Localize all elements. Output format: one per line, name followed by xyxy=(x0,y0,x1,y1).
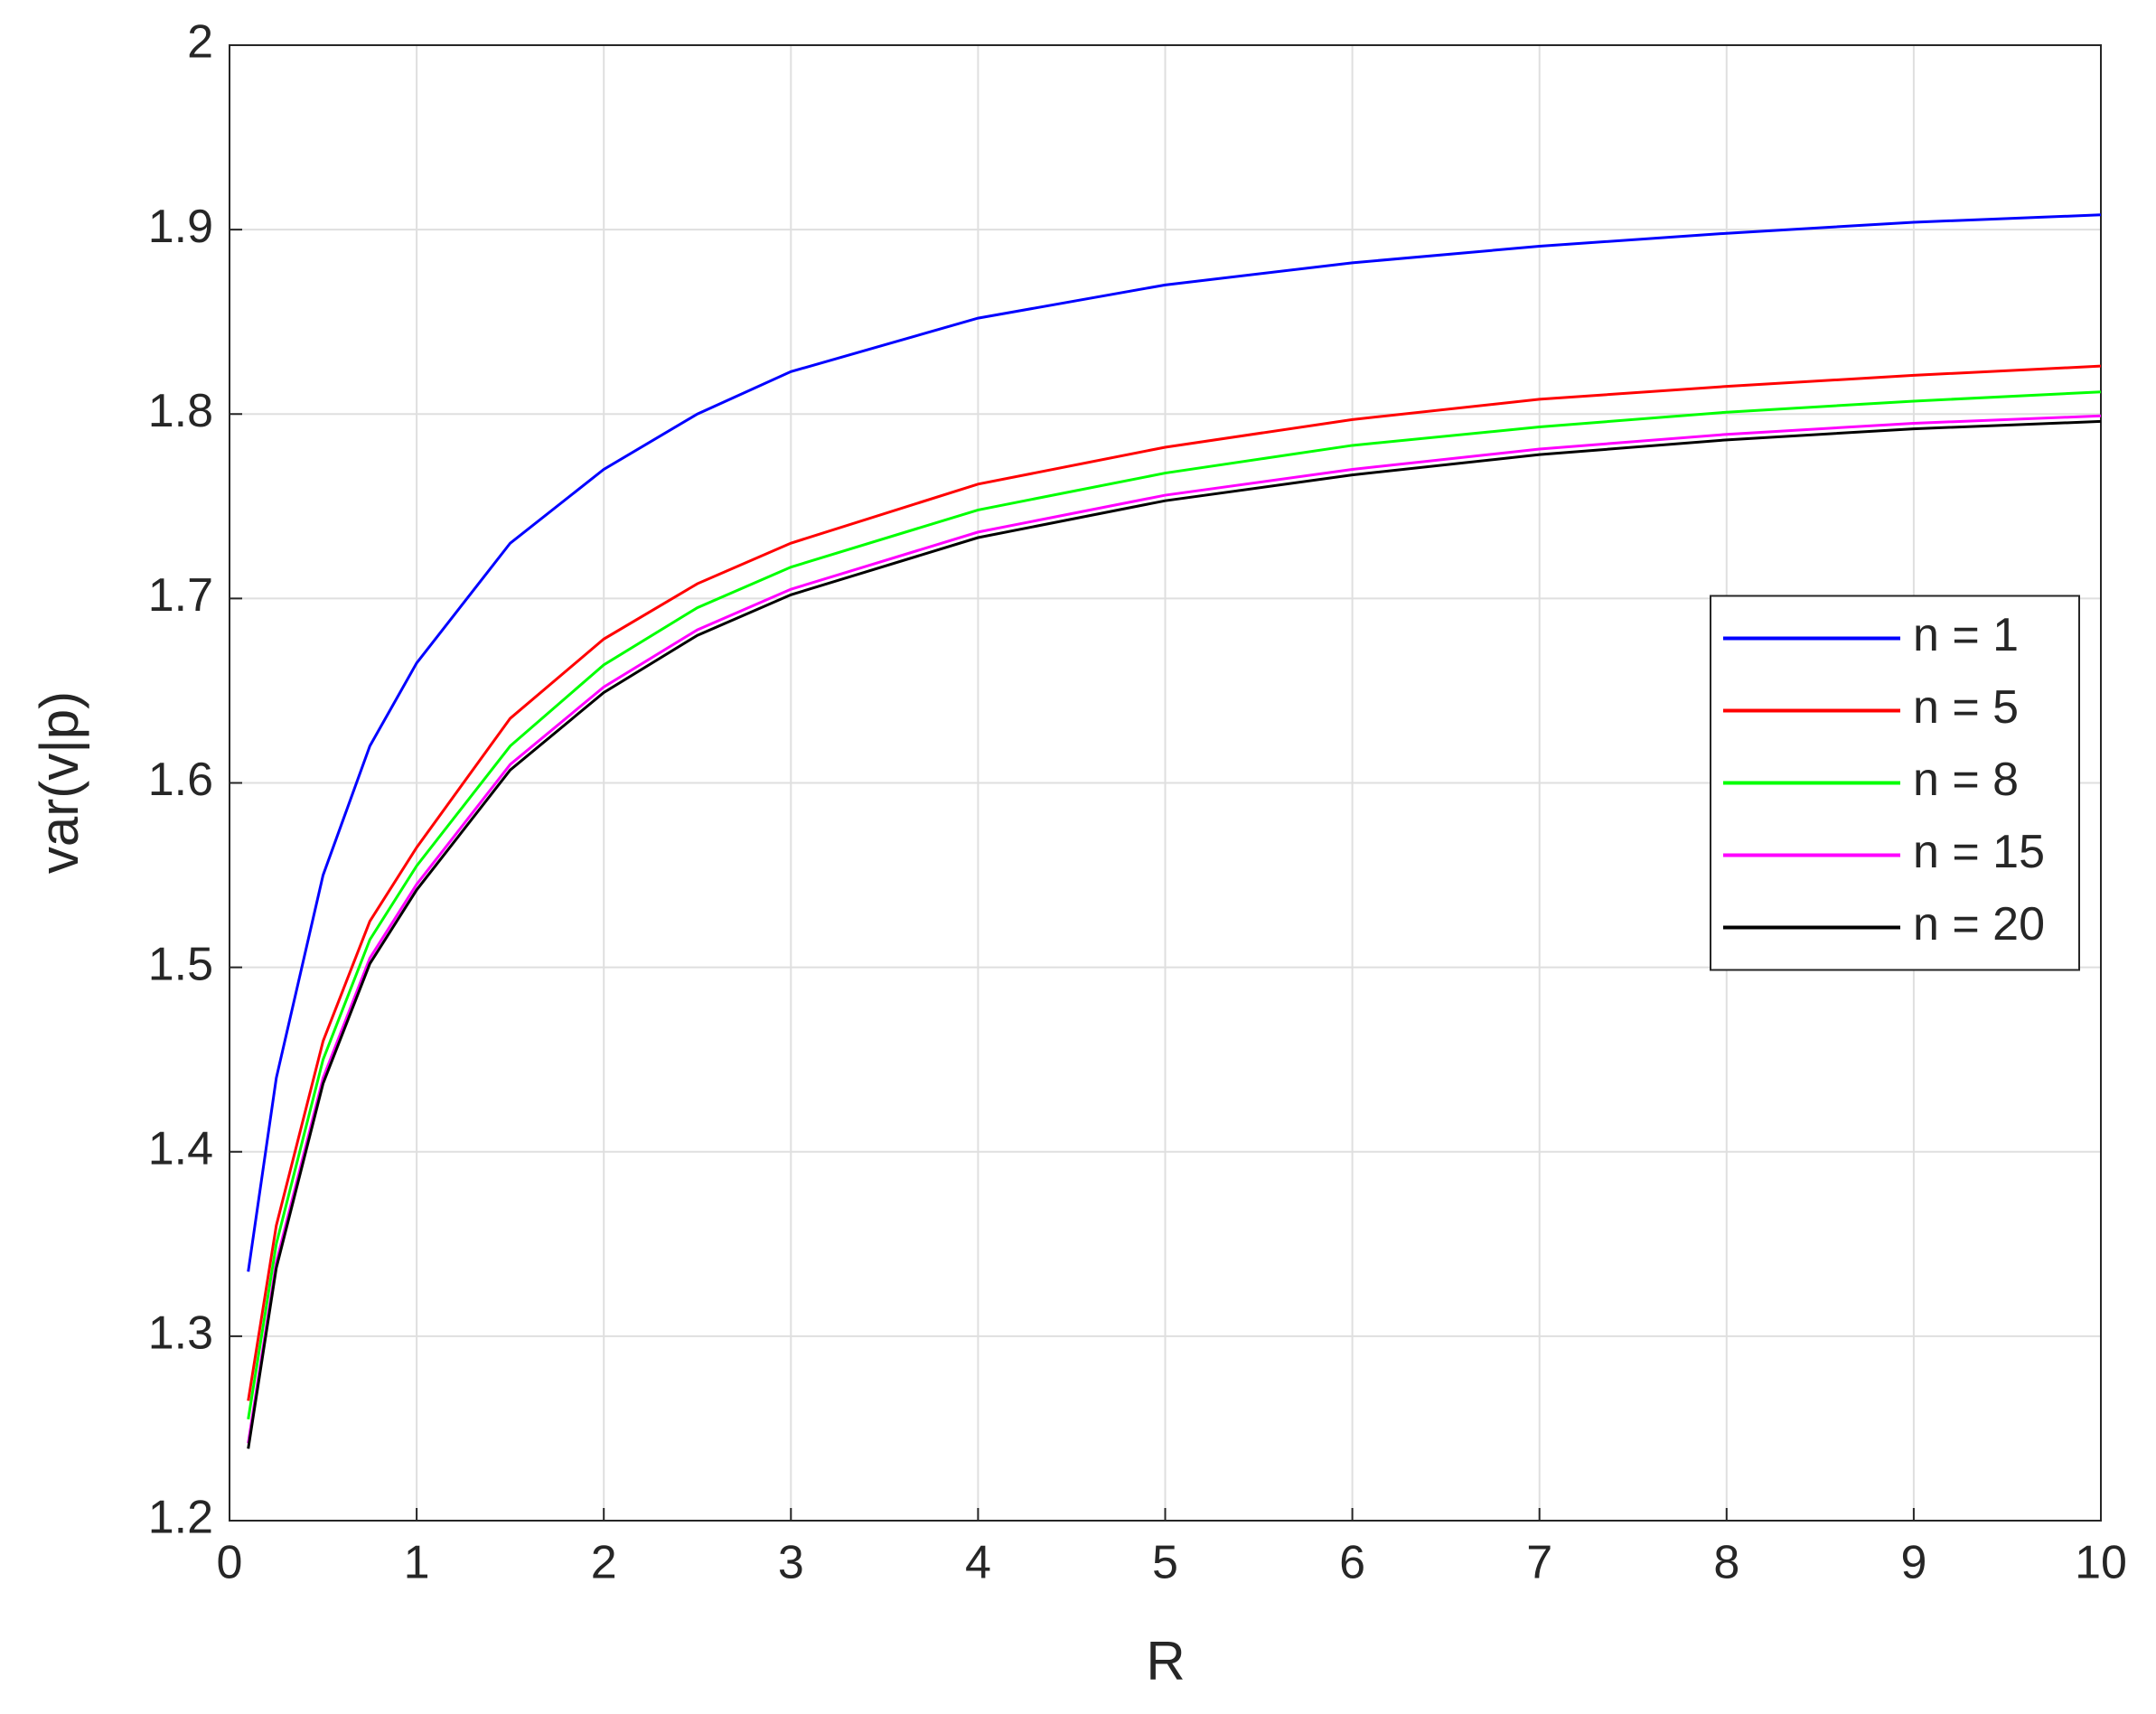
axes-box xyxy=(229,44,2102,1522)
x-tick-label: 0 xyxy=(217,1537,243,1589)
y-tick-label: 1.5 xyxy=(148,938,213,990)
y-tick-label: 1.9 xyxy=(148,201,213,253)
legend-label: n = 1 xyxy=(1913,609,2019,661)
y-tick-label: 2 xyxy=(187,16,213,69)
line-series xyxy=(247,390,2102,1419)
x-tick-label: 7 xyxy=(1526,1537,1552,1589)
x-tick-label: 3 xyxy=(778,1537,804,1589)
line-series xyxy=(247,213,2102,1272)
y-tick-label: 1.6 xyxy=(148,754,213,806)
y-tick-label: 1.3 xyxy=(148,1307,213,1360)
x-tick-label: 10 xyxy=(2075,1537,2127,1589)
y-axis-label: var(v|p) xyxy=(29,691,89,874)
x-axis-label: R xyxy=(1146,1631,1185,1691)
x-tick-label: 2 xyxy=(591,1537,617,1589)
x-tick-label: 4 xyxy=(965,1537,991,1589)
y-tick-label: 1.8 xyxy=(148,385,213,437)
x-tick-label: 6 xyxy=(1339,1537,1365,1589)
x-tick-label: 1 xyxy=(404,1537,430,1589)
legend-label: n = 5 xyxy=(1913,681,2019,734)
y-tick-label: 1.7 xyxy=(148,569,213,622)
line-series xyxy=(247,364,2102,1401)
y-tick-label: 1.2 xyxy=(148,1492,213,1544)
x-tick-label: 5 xyxy=(1152,1537,1178,1589)
y-tick-label: 1.4 xyxy=(148,1122,213,1175)
x-tick-label: 9 xyxy=(1900,1537,1926,1589)
legend-label: n = 15 xyxy=(1913,826,2045,878)
legend-label: n = 8 xyxy=(1913,754,2019,806)
line-series xyxy=(247,419,2102,1449)
line-series xyxy=(247,414,2102,1444)
legend-label: n = 20 xyxy=(1913,898,2045,951)
x-tick-label: 8 xyxy=(1713,1537,1739,1589)
